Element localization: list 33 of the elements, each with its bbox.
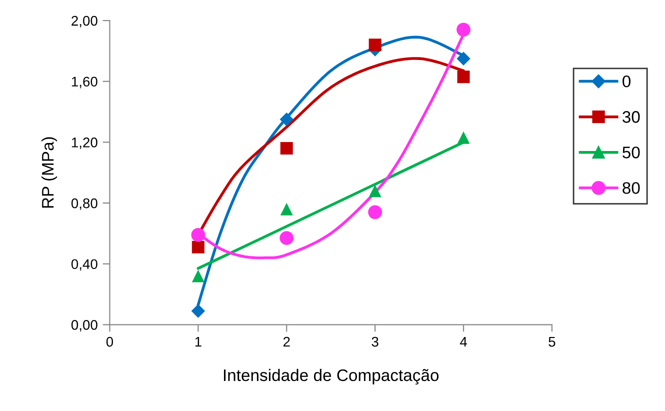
y-tick-label: 0,40 (71, 259, 98, 271)
point (457, 131, 470, 144)
legend-label: 30 (622, 111, 640, 123)
point (368, 38, 382, 52)
point (192, 270, 204, 282)
point (280, 112, 294, 126)
x-tick-label: 0 (106, 336, 114, 347)
x-tick-label: 4 (460, 337, 467, 347)
point (280, 231, 294, 245)
legend-label: 80 (622, 182, 640, 194)
x-tick-label: 1 (195, 337, 202, 347)
y-tick-label: 0,80 (71, 198, 98, 210)
y-tick-label: 2,00 (72, 16, 98, 28)
legend-label: 50 (622, 146, 640, 158)
point (192, 240, 204, 254)
point (280, 202, 293, 216)
x-tick-label: 2 (283, 336, 290, 347)
point (368, 205, 382, 220)
point (368, 184, 382, 198)
y-tick-label: 1,20 (72, 138, 98, 150)
x-tick-label: 3 (372, 336, 378, 347)
legend-label: 0 (622, 75, 630, 88)
point (191, 304, 206, 318)
y-axis-title: RP (MPa) (41, 137, 57, 208)
x-axis-title: Intensidade de Compactação (224, 368, 439, 384)
point (191, 228, 206, 242)
point (456, 52, 470, 66)
y-tick-label: 0,00 (71, 320, 98, 332)
point (456, 22, 470, 37)
y-tick-label: 1,60 (72, 76, 98, 88)
x-tick-label: 5 (548, 337, 556, 347)
point (280, 142, 293, 155)
point (457, 70, 470, 84)
